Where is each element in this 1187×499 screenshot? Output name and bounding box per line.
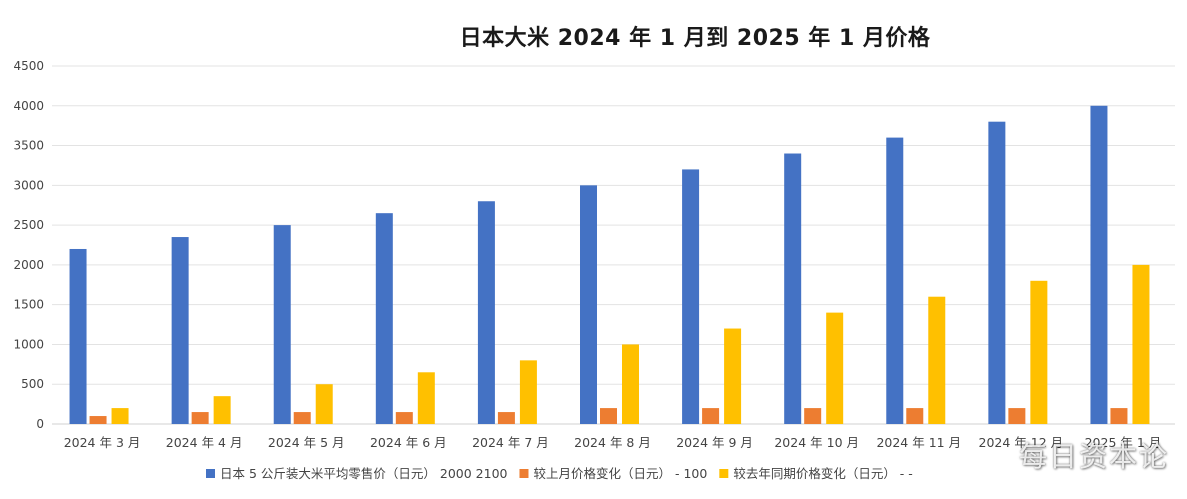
x-tick-label: 2024 年 6 月 — [370, 435, 447, 450]
y-tick-label: 4500 — [13, 59, 44, 73]
watermark: 每日资本论 — [1018, 440, 1169, 473]
x-tick-label: 2024 年 8 月 — [574, 435, 651, 450]
x-tick-label: 2024 年 4 月 — [166, 435, 243, 450]
bar — [293, 412, 311, 424]
y-tick-label: 3000 — [13, 178, 44, 192]
x-tick-label: 2024 年 3 月 — [64, 435, 141, 450]
x-tick-label: 2024 年 9 月 — [676, 435, 753, 450]
bar — [928, 296, 946, 424]
y-tick-label: 1500 — [13, 298, 44, 312]
bar — [375, 213, 393, 424]
bar — [395, 412, 413, 424]
bar — [519, 360, 537, 424]
bar — [315, 384, 333, 424]
x-tick-label: 2024 年 11 月 — [876, 435, 961, 450]
legend-swatch — [519, 469, 529, 478]
bar — [804, 408, 822, 424]
bar — [273, 225, 291, 424]
bar — [682, 169, 700, 424]
bar — [477, 201, 495, 424]
bar — [417, 372, 435, 424]
bar — [497, 412, 515, 424]
x-tick-label: 2024 年 7 月 — [472, 435, 549, 450]
bar — [1030, 280, 1048, 424]
bar — [702, 408, 720, 424]
bar — [988, 121, 1006, 424]
bar — [89, 416, 107, 424]
bar — [784, 153, 802, 424]
bar — [111, 408, 129, 424]
bar — [826, 312, 844, 424]
legend-swatch — [719, 469, 729, 478]
bar — [906, 408, 924, 424]
y-tick-label: 0 — [36, 417, 44, 431]
y-tick-label: 3500 — [13, 139, 44, 153]
bar — [600, 408, 617, 424]
bar — [580, 185, 597, 424]
bar — [724, 328, 742, 424]
bar — [1110, 408, 1128, 424]
legend-entry: 日本 5 公斤装大米平均零售价（日元） 2000 2100 — [220, 466, 508, 481]
x-tick-label: 2024 年 5 月 — [268, 435, 345, 450]
y-tick-label: 2500 — [13, 218, 44, 232]
bar — [1090, 105, 1108, 425]
legend-entry: 较去年同期价格变化（日元） - - — [733, 466, 912, 481]
bar — [69, 248, 87, 424]
legend-entry: 较上月价格变化（日元） - 100 — [533, 466, 707, 481]
legend-swatch — [206, 469, 215, 478]
y-tick-label: 500 — [21, 377, 44, 391]
bar — [213, 396, 231, 424]
bar — [171, 237, 189, 424]
chart-title: 日本大米 2024 年 1 月到 2025 年 1 月价格 — [459, 26, 931, 51]
x-tick-label: 2024 年 12 月 — [979, 435, 1064, 450]
y-tick-label: 4000 — [13, 99, 44, 113]
bar — [622, 344, 639, 424]
bar — [886, 137, 904, 424]
y-tick-label: 1000 — [13, 337, 44, 351]
bar — [191, 412, 209, 424]
x-tick-label: 2025 年 1 月 — [1085, 435, 1162, 450]
bar — [1132, 264, 1150, 424]
x-tick-label: 2024 年 10 月 — [774, 435, 859, 450]
bar — [1008, 408, 1026, 424]
y-tick-label: 2000 — [13, 258, 44, 272]
